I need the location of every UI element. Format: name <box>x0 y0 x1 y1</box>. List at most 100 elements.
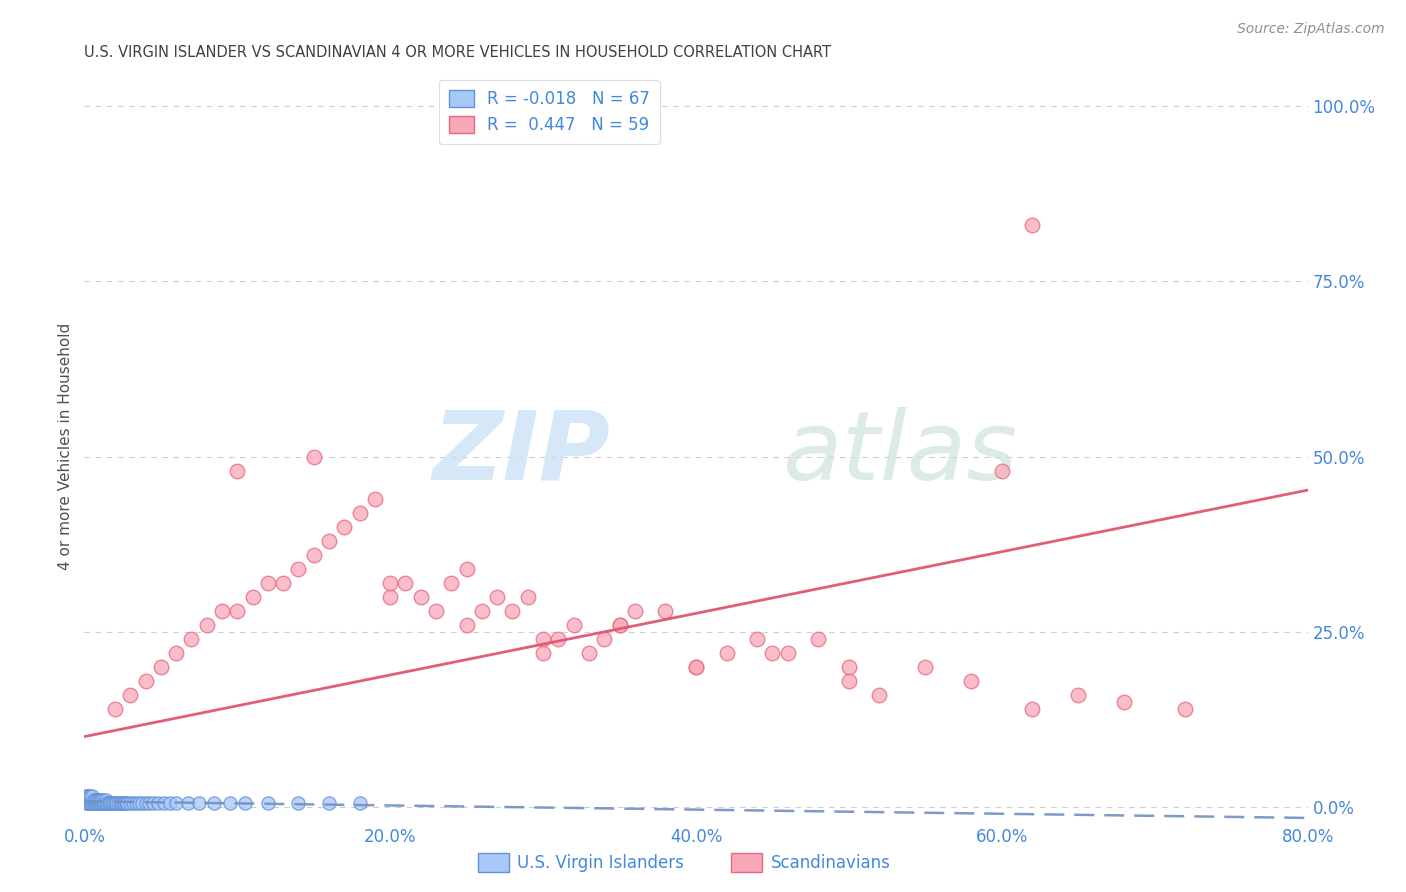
Point <box>79 789 101 804</box>
Point <box>747 632 769 646</box>
Point <box>97 796 120 810</box>
Point <box>93 796 115 810</box>
Point <box>425 603 447 617</box>
Point <box>94 792 117 806</box>
Point <box>195 617 218 632</box>
Point <box>257 796 280 810</box>
Point <box>120 796 142 810</box>
Point <box>76 796 98 810</box>
Point <box>104 796 127 810</box>
Point <box>79 792 101 806</box>
Point <box>1174 701 1197 715</box>
Point <box>211 603 233 617</box>
Point <box>101 796 124 810</box>
Point <box>218 796 240 810</box>
Point <box>111 796 134 810</box>
Point <box>287 796 309 810</box>
Point <box>83 796 105 810</box>
Point <box>131 796 153 810</box>
Point <box>349 506 371 520</box>
Point <box>761 646 783 660</box>
Point <box>318 796 340 810</box>
Point <box>112 796 135 810</box>
Point <box>318 533 340 548</box>
Point <box>159 796 181 810</box>
Point <box>409 590 432 604</box>
Point <box>91 796 114 810</box>
Point <box>75 789 97 804</box>
Point <box>776 646 799 660</box>
Point <box>86 792 108 806</box>
Point <box>94 796 117 810</box>
Point <box>1021 701 1043 715</box>
Text: U.S. VIRGIN ISLANDER VS SCANDINAVIAN 4 OR MORE VEHICLES IN HOUSEHOLD CORRELATION: U.S. VIRGIN ISLANDER VS SCANDINAVIAN 4 O… <box>84 45 831 61</box>
Point <box>84 792 107 806</box>
Point <box>1067 688 1090 702</box>
Text: atlas: atlas <box>782 407 1017 500</box>
Point <box>1021 219 1043 233</box>
Point <box>716 646 738 660</box>
Point <box>609 617 631 632</box>
Legend: R = -0.018   N = 67, R =  0.447   N = 59: R = -0.018 N = 67, R = 0.447 N = 59 <box>439 79 659 145</box>
Point <box>135 673 157 688</box>
Point <box>87 796 110 810</box>
Point <box>79 796 101 810</box>
Point <box>165 646 187 660</box>
Point <box>364 491 387 506</box>
Point <box>960 673 983 688</box>
Point <box>271 575 294 590</box>
Point <box>105 796 128 810</box>
Point <box>380 575 402 590</box>
Point <box>177 796 200 810</box>
Point <box>456 617 478 632</box>
Point <box>531 646 554 660</box>
Point <box>80 789 103 804</box>
Point <box>103 796 125 810</box>
Point <box>547 632 569 646</box>
Point <box>242 590 264 604</box>
Point <box>180 632 202 646</box>
Point <box>202 796 225 810</box>
Point <box>287 561 309 575</box>
Point <box>87 792 110 806</box>
Point <box>516 590 538 604</box>
Point <box>89 796 111 810</box>
Point <box>486 590 509 604</box>
Point <box>226 463 249 477</box>
Point <box>83 792 105 806</box>
Point <box>609 617 631 632</box>
Point <box>142 796 165 810</box>
Point <box>838 673 860 688</box>
Point <box>75 792 97 806</box>
Point <box>149 659 172 673</box>
Point <box>77 792 100 806</box>
Point <box>76 789 98 804</box>
Point <box>502 603 524 617</box>
Point <box>114 796 136 810</box>
Point <box>90 796 112 810</box>
Point <box>96 796 118 810</box>
Point <box>108 796 131 810</box>
Point <box>302 548 325 562</box>
Point <box>125 796 148 810</box>
Point <box>333 519 356 533</box>
Point <box>226 603 249 617</box>
Point <box>188 796 211 810</box>
Point <box>562 617 585 632</box>
Point <box>80 796 103 810</box>
Point <box>685 659 707 673</box>
Point <box>1114 695 1136 709</box>
Point <box>807 632 830 646</box>
Point <box>80 792 103 806</box>
Point <box>257 575 280 590</box>
Point <box>624 603 647 617</box>
Point <box>75 796 97 810</box>
Text: ZIP: ZIP <box>433 407 610 500</box>
Point <box>84 796 107 810</box>
Point <box>146 796 169 810</box>
Point <box>110 796 132 810</box>
Point <box>89 792 111 806</box>
Point <box>869 688 891 702</box>
Point <box>233 796 256 810</box>
Point <box>76 792 98 806</box>
